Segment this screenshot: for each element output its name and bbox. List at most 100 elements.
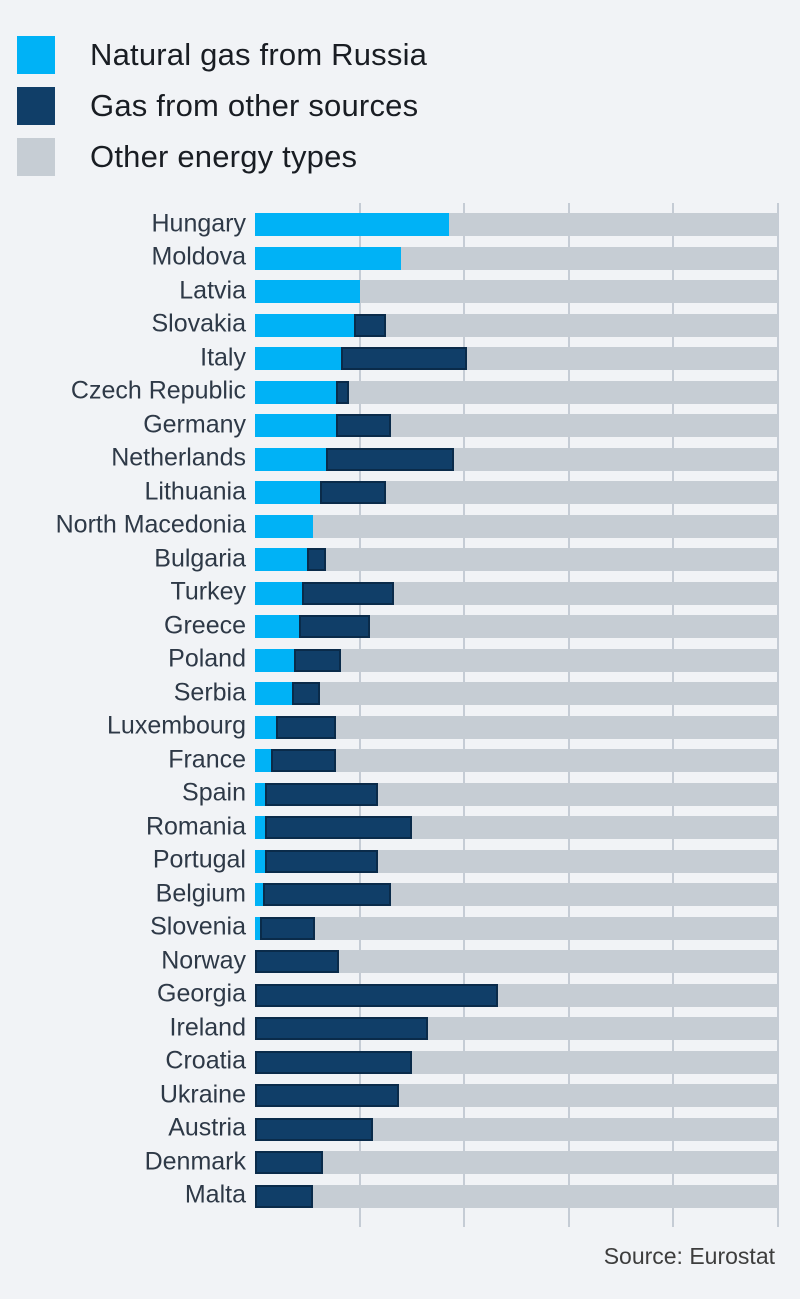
bar-segment-russia-gas	[255, 648, 295, 672]
country-label: Germany	[143, 409, 246, 438]
bar-segment-russia-gas	[255, 816, 266, 839]
bar-track-other-energy	[255, 213, 778, 236]
legend-swatch-russia-gas	[17, 36, 55, 74]
bar-row: Belgium	[156, 879, 778, 907]
country-label: Moldova	[151, 242, 247, 271]
stacked-bar-chart: Hungary Moldova Latvia Slovakia Italy Czech R…	[0, 203, 779, 1227]
country-label: Turkey	[170, 577, 246, 606]
bar-segment-russia-gas	[255, 447, 326, 471]
bar-track-other-energy	[255, 481, 778, 504]
bar-segment-other-gas	[325, 447, 454, 471]
bar-segment-russia-gas	[255, 246, 402, 270]
bar-row: Hungary	[152, 209, 778, 237]
bar-track-other-energy	[255, 983, 778, 1007]
legend-item-russia-gas: Natural gas from Russia	[17, 36, 800, 74]
legend-label: Gas from other sources	[90, 88, 419, 123]
bar-segment-other-gas	[255, 1117, 373, 1141]
bar-row: Croatia	[165, 1046, 778, 1074]
country-label: Netherlands	[111, 443, 246, 472]
bar-track-other-energy	[255, 313, 778, 337]
bar-row: Italy	[200, 343, 778, 371]
bar-segment-other-gas	[354, 313, 386, 337]
bar-segment-other-gas	[294, 648, 342, 672]
bar-segment-russia-gas	[255, 749, 271, 772]
bar-row: Slovenia	[150, 912, 778, 940]
bar-segment-russia-gas	[255, 615, 300, 638]
bar-segment-other-gas	[255, 1050, 412, 1074]
country-label: Denmark	[144, 1146, 246, 1175]
bar-row: Austria	[168, 1113, 778, 1141]
legend-swatch-other-energy	[17, 138, 55, 176]
bar-track-other-energy	[255, 1151, 778, 1174]
bar-segment-russia-gas	[255, 347, 342, 370]
bar-track-other-energy	[255, 816, 778, 839]
bar-segment-other-gas	[255, 1084, 399, 1107]
bar-segment-russia-gas	[255, 414, 337, 437]
bar-segment-russia-gas	[255, 280, 360, 303]
bar-track-other-energy	[255, 447, 778, 471]
bar-segment-other-gas	[291, 682, 321, 705]
country-label: Czech Republic	[70, 376, 246, 405]
bar-segment-other-gas	[255, 1184, 313, 1208]
bar-segment-other-gas	[336, 414, 391, 437]
bar-row: Germany	[143, 410, 778, 438]
bar-row: Ukraine	[160, 1080, 778, 1108]
country-label: Italy	[200, 342, 246, 371]
bar-segment-other-gas	[262, 883, 391, 906]
bar-row: North Macedonia	[56, 510, 778, 538]
source-credit: Source: Eurostat	[603, 1243, 775, 1269]
bar-track-other-energy	[255, 1117, 778, 1141]
bar-row: Luxembourg	[107, 711, 778, 739]
bar-row: Moldova	[152, 242, 778, 270]
country-label: Hungary	[151, 208, 247, 237]
bar-track-other-energy	[255, 280, 778, 303]
bar-track-other-energy	[255, 347, 778, 370]
bar-track-other-energy	[255, 1050, 778, 1074]
bar-track-other-energy	[255, 1084, 778, 1107]
bar-row: Latvia	[179, 276, 778, 304]
country-label: Spain	[182, 778, 246, 807]
country-label: Slovakia	[151, 309, 247, 338]
bar-row: Serbia	[174, 678, 778, 706]
bar-segment-russia-gas	[255, 548, 308, 571]
bar-track-other-energy	[255, 548, 778, 571]
bar-segment-other-gas	[255, 983, 499, 1007]
country-label: Malta	[184, 1180, 246, 1209]
bar-row: France	[168, 745, 778, 773]
country-label: Luxembourg	[107, 711, 246, 740]
bar-segment-russia-gas	[255, 883, 263, 906]
bar-segment-other-gas	[307, 548, 326, 571]
bar-track-other-energy	[255, 581, 778, 605]
bar-segment-russia-gas	[255, 581, 303, 605]
bar-segment-other-gas	[336, 380, 350, 404]
bar-segment-russia-gas	[255, 715, 276, 739]
bar-track-other-energy	[255, 615, 778, 638]
bar-row: Malta	[185, 1180, 778, 1208]
plot-area: Hungary Moldova Latvia Slovakia Italy Czech R…	[56, 203, 779, 1227]
country-label: Slovenia	[150, 912, 246, 941]
bar-track-other-energy	[255, 682, 778, 705]
bar-track-other-energy	[255, 883, 778, 906]
bar-track-other-energy	[255, 414, 778, 437]
legend-swatch-other-gas	[17, 87, 55, 125]
bar-track-other-energy	[255, 1184, 778, 1208]
bar-row: Slovakia	[152, 309, 778, 337]
bar-segment-russia-gas	[255, 782, 266, 806]
bar-segment-other-gas	[260, 916, 316, 940]
bar-track-other-energy	[255, 782, 778, 806]
legend-item-other-gas: Gas from other sources	[17, 87, 800, 125]
bar-track-other-energy	[255, 715, 778, 739]
bar-track-other-energy	[255, 1017, 778, 1040]
country-label: Norway	[161, 945, 246, 974]
country-label: Austria	[168, 1113, 246, 1142]
legend-label: Natural gas from Russia	[90, 37, 428, 72]
bar-track-other-energy	[255, 749, 778, 772]
bar-segment-other-gas	[302, 581, 394, 605]
bar-segment-russia-gas	[255, 916, 261, 940]
country-label: Georgia	[157, 979, 246, 1008]
legend: Natural gas from Russia Gas from other s…	[0, 0, 800, 176]
bar-segment-russia-gas	[255, 380, 337, 404]
bar-row: Netherlands	[111, 443, 778, 471]
bar-segment-other-gas	[341, 347, 467, 370]
bar-segment-other-gas	[270, 749, 337, 772]
